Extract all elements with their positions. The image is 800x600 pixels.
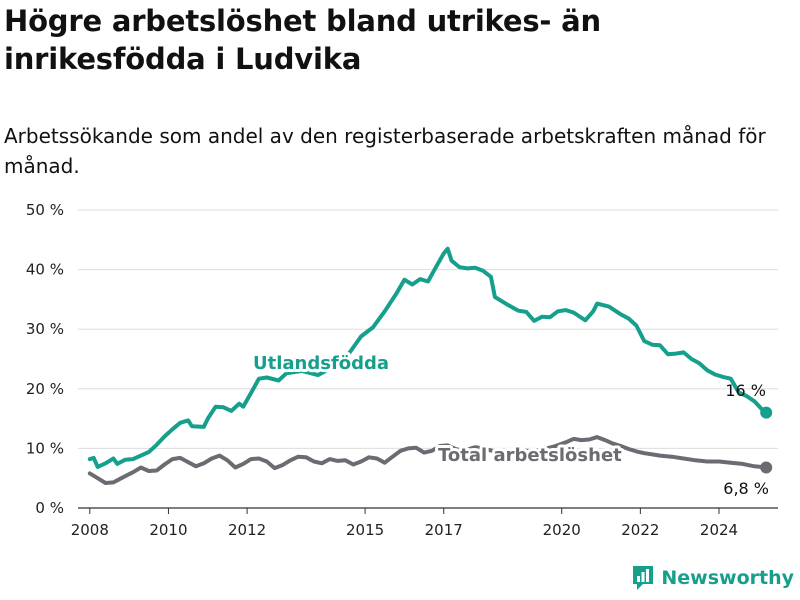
utlandsfodda-label: Utlandsfödda <box>253 353 389 374</box>
y-tick-label: 10 % <box>26 439 64 457</box>
total-arbetsloshet-line <box>87 435 769 485</box>
x-tick-label: 2008 <box>71 521 109 539</box>
x-tick-label: 2022 <box>621 521 659 539</box>
x-tick-label: 2012 <box>228 521 266 539</box>
y-tick-label: 20 % <box>26 380 64 398</box>
y-tick-label: 50 % <box>26 201 64 219</box>
total-arbetsloshet-label: Total arbetslöshet <box>438 445 622 466</box>
total-arbetsloshet-end-value: 6,8 % <box>723 479 769 498</box>
newsworthy-icon <box>633 566 654 590</box>
x-tick-label: 2024 <box>700 521 738 539</box>
utlandsfodda-end-dot <box>760 406 773 419</box>
x-tick-label: 2010 <box>149 521 187 539</box>
utlandsfodda-line <box>87 246 769 469</box>
y-tick-label: 40 % <box>26 261 64 279</box>
brand-name: Newsworthy <box>661 567 794 589</box>
x-tick-label: 2015 <box>346 521 384 539</box>
total-arbetsloshet-end-dot <box>760 461 773 474</box>
y-tick-label: 30 % <box>26 320 64 338</box>
chart-subtitle: Arbetssökande som andel av den registerb… <box>4 124 766 178</box>
newsworthy-logo: Newsworthy <box>631 564 794 592</box>
utlandsfodda-end-value: 16 % <box>725 381 766 400</box>
y-tick-label: 0 % <box>35 499 64 517</box>
x-tick-label: 2017 <box>425 521 463 539</box>
x-tick-label: 2020 <box>543 521 581 539</box>
chart-title: Högre arbetslöshet bland utrikes- än inr… <box>4 4 601 76</box>
